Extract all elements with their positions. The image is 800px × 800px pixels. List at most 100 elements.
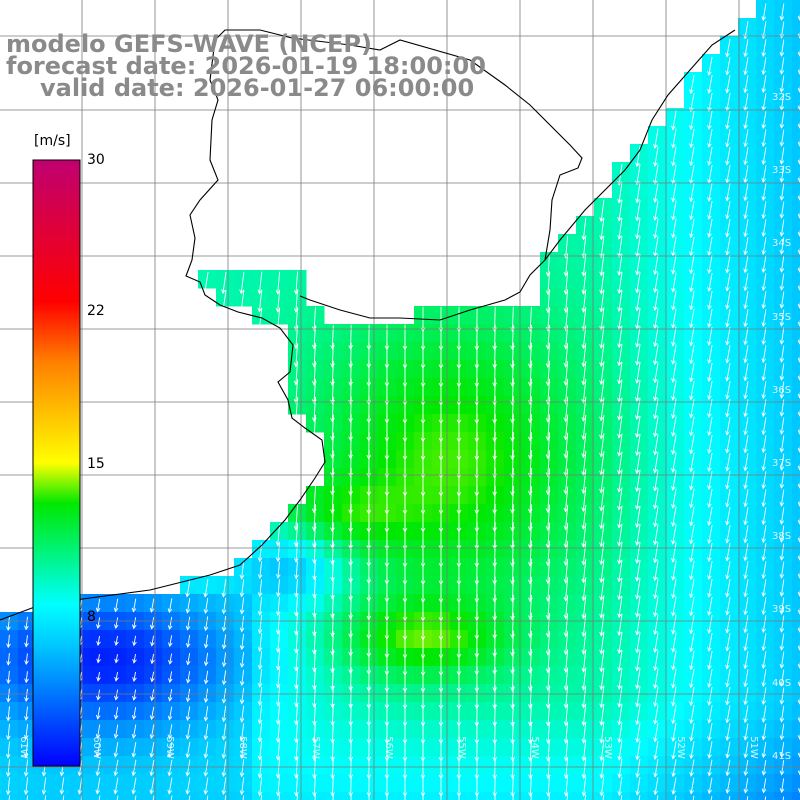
wind-arrow — [707, 759, 713, 777]
forecast-date: forecast date: 2026-01-19 18:00:00 — [6, 52, 486, 80]
wind-arrow — [725, 345, 731, 364]
wind-arrow — [779, 165, 785, 183]
wind-arrow — [330, 758, 335, 780]
wind-speed-cell — [180, 792, 199, 800]
wind-speed-cell — [792, 774, 800, 793]
wind-arrow — [779, 597, 785, 615]
wind-arrow — [656, 795, 659, 800]
wind-arrow — [350, 794, 352, 800]
wind-arrow — [599, 595, 605, 619]
wind-arrow — [617, 667, 623, 690]
wind-arrow — [275, 650, 281, 671]
wind-arrow — [113, 777, 119, 795]
wind-arrow — [635, 379, 641, 402]
wind-arrow — [689, 92, 695, 113]
wind-arrow — [707, 596, 713, 616]
wind-arrow — [635, 487, 641, 511]
wind-arrow — [653, 524, 659, 546]
wind-arrow — [617, 415, 623, 439]
wind-arrow — [653, 632, 659, 654]
wind-arrow — [671, 452, 677, 473]
wind-arrow — [725, 309, 731, 328]
wind-arrow — [743, 579, 749, 598]
wind-arrow — [239, 271, 245, 295]
wind-arrow — [779, 183, 785, 201]
wind-arrow — [221, 579, 227, 598]
wind-arrow — [761, 165, 767, 184]
wind-arrow — [779, 471, 785, 489]
wind-arrow — [761, 417, 767, 436]
wind-arrow — [779, 3, 785, 21]
wind-arrow — [761, 687, 767, 706]
wind-arrow — [602, 794, 605, 800]
wind-arrow — [599, 343, 605, 367]
wind-speed-cell — [792, 144, 800, 163]
latitude-label: 37S — [772, 458, 792, 469]
wind-arrow — [5, 777, 11, 796]
wind-arrow — [510, 540, 515, 568]
wind-arrow — [96, 672, 101, 682]
wind-arrow — [725, 237, 731, 256]
wind-arrow — [779, 489, 785, 507]
wind-arrow — [96, 617, 101, 630]
wind-arrow — [368, 794, 370, 800]
wind-arrow — [617, 722, 623, 744]
wind-arrow — [510, 522, 515, 550]
wind-arrow — [492, 431, 497, 461]
wind-arrow — [761, 760, 767, 776]
wind-arrow — [581, 649, 587, 673]
wind-arrow — [779, 345, 785, 363]
wind-arrow — [743, 561, 749, 580]
wind-arrow — [257, 579, 263, 598]
wind-arrow — [761, 435, 767, 454]
wind-arrow — [707, 650, 713, 670]
wind-arrow — [689, 200, 695, 221]
wind-arrow — [707, 452, 713, 473]
wind-arrow — [581, 343, 587, 368]
wind-arrow — [761, 363, 767, 382]
wind-arrow — [275, 596, 281, 617]
wind-arrow — [725, 453, 731, 472]
wind-arrow — [275, 542, 281, 563]
wind-arrow — [185, 759, 191, 777]
wind-speed-cell — [792, 90, 800, 109]
wind-arrow — [689, 686, 695, 707]
wind-arrow — [23, 777, 29, 795]
wind-arrow — [653, 704, 659, 725]
wind-arrow — [635, 668, 641, 690]
wind-arrow — [24, 616, 29, 631]
wind-arrow — [743, 165, 749, 184]
wind-arrow — [635, 415, 641, 439]
wind-arrow — [492, 667, 497, 692]
wind-arrow — [95, 707, 101, 720]
wind-arrow — [348, 396, 353, 423]
wind-arrow — [653, 218, 659, 239]
wind-arrow — [743, 237, 749, 256]
wind-speed-cell — [216, 792, 235, 800]
wind-arrow — [743, 147, 749, 166]
wind-arrow — [725, 417, 731, 436]
wind-arrow — [779, 57, 785, 75]
wind-arrow — [312, 578, 317, 599]
wind-arrow — [599, 577, 605, 601]
wind-arrow — [743, 417, 749, 436]
wind-arrow — [581, 541, 587, 566]
wind-arrow — [581, 740, 587, 762]
wind-arrow — [653, 614, 659, 636]
wind-arrow — [275, 668, 281, 689]
latitude-label: 32S — [772, 92, 792, 103]
wind-arrow — [24, 635, 29, 648]
wind-arrow — [203, 579, 209, 598]
wind-arrow — [707, 92, 713, 112]
wind-arrow — [743, 651, 749, 670]
wind-arrow — [653, 164, 659, 185]
wind-arrow — [492, 395, 497, 424]
wind-arrow — [761, 597, 767, 616]
wind-arrow — [492, 758, 498, 780]
wind-arrow — [725, 525, 731, 544]
wind-arrow — [671, 542, 677, 563]
wind-speed-cell — [792, 468, 800, 487]
wind-arrow — [635, 505, 641, 528]
wind-arrow — [707, 777, 713, 795]
wind-arrow — [779, 237, 785, 255]
